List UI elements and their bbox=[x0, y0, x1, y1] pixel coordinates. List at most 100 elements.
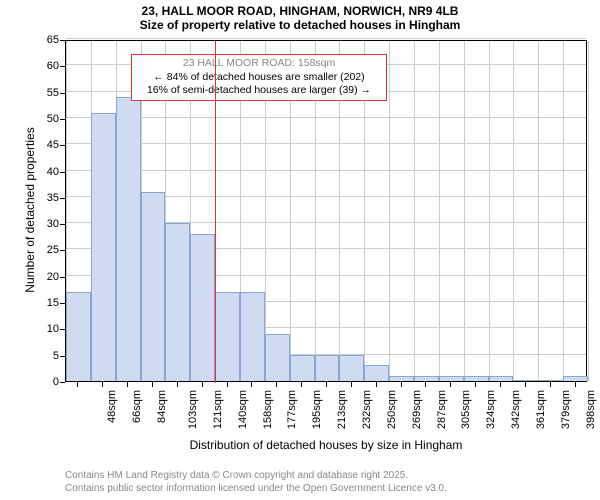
y-tick-label: 10 bbox=[37, 323, 59, 335]
title-line-1: 23, HALL MOOR ROAD, HINGHAM, NORWICH, NR… bbox=[0, 4, 600, 18]
histogram-bar bbox=[364, 365, 389, 381]
histogram-bar bbox=[513, 380, 538, 381]
y-tick bbox=[60, 382, 65, 383]
histogram-bar bbox=[290, 355, 315, 381]
x-tick bbox=[351, 382, 352, 387]
plot-area: 23 HALL MOOR ROAD: 158sqm← 84% of detach… bbox=[65, 40, 587, 382]
chart-title: 23, HALL MOOR ROAD, HINGHAM, NORWICH, NR… bbox=[0, 4, 600, 32]
y-tick-label: 60 bbox=[37, 60, 59, 72]
y-tick-label: 40 bbox=[37, 166, 59, 178]
x-tick-label: 195sqm bbox=[311, 390, 323, 429]
y-tick-label: 35 bbox=[37, 192, 59, 204]
x-tick-label: 158sqm bbox=[262, 390, 274, 429]
y-tick bbox=[60, 356, 65, 357]
x-tick bbox=[425, 382, 426, 387]
x-tick bbox=[77, 382, 78, 387]
x-tick-label: 250sqm bbox=[386, 390, 398, 429]
x-tick bbox=[102, 382, 103, 387]
histogram-bar bbox=[563, 376, 588, 381]
annotation-line-1: 23 HALL MOOR ROAD: 158sqm bbox=[138, 57, 380, 71]
y-tick bbox=[60, 250, 65, 251]
y-tick-label: 55 bbox=[37, 87, 59, 99]
histogram-bar bbox=[265, 334, 290, 381]
x-tick-label: 84sqm bbox=[156, 390, 168, 423]
histogram-bar bbox=[165, 223, 190, 381]
y-tick bbox=[60, 145, 65, 146]
x-tick-label: 342sqm bbox=[510, 390, 522, 429]
y-tick bbox=[60, 198, 65, 199]
y-tick bbox=[60, 224, 65, 225]
x-tick bbox=[301, 382, 302, 387]
x-tick bbox=[575, 382, 576, 387]
x-tick bbox=[227, 382, 228, 387]
histogram-bar bbox=[489, 376, 514, 381]
histogram-bar bbox=[439, 376, 464, 381]
x-tick bbox=[450, 382, 451, 387]
x-tick bbox=[326, 382, 327, 387]
y-tick-label: 45 bbox=[37, 139, 59, 151]
y-tick bbox=[60, 119, 65, 120]
x-tick bbox=[550, 382, 551, 387]
y-tick bbox=[60, 303, 65, 304]
x-tick-label: 287sqm bbox=[436, 390, 448, 429]
x-tick-label: 103sqm bbox=[187, 390, 199, 429]
x-tick bbox=[127, 382, 128, 387]
x-tick-label: 361sqm bbox=[535, 390, 547, 429]
annotation-line-2: ← 84% of detached houses are smaller (20… bbox=[138, 71, 380, 85]
x-tick-label: 305sqm bbox=[461, 390, 473, 429]
y-tick-label: 15 bbox=[37, 297, 59, 309]
y-tick-label: 30 bbox=[37, 218, 59, 230]
x-tick-label: 48sqm bbox=[106, 390, 118, 423]
x-tick-label: 213sqm bbox=[336, 390, 348, 429]
histogram-bar bbox=[66, 292, 91, 381]
x-tick-label: 177sqm bbox=[287, 390, 299, 429]
x-tick-label: 398sqm bbox=[585, 390, 597, 429]
title-line-2: Size of property relative to detached ho… bbox=[0, 18, 600, 32]
footer-attribution: Contains HM Land Registry data © Crown c… bbox=[65, 470, 447, 495]
x-tick-label: 121sqm bbox=[212, 390, 224, 429]
annotation-line-3: 16% of semi-detached houses are larger (… bbox=[138, 84, 380, 98]
x-tick bbox=[177, 382, 178, 387]
gridline-h bbox=[66, 38, 586, 39]
x-tick-label: 232sqm bbox=[361, 390, 373, 429]
footer-line-1: Contains HM Land Registry data © Crown c… bbox=[65, 470, 447, 483]
y-tick bbox=[60, 40, 65, 41]
y-tick bbox=[60, 329, 65, 330]
gridline-v bbox=[588, 41, 589, 381]
x-tick bbox=[202, 382, 203, 387]
histogram-bar bbox=[389, 376, 414, 381]
histogram-bar bbox=[141, 192, 166, 381]
histogram-bar bbox=[190, 234, 215, 381]
x-tick-label: 140sqm bbox=[237, 390, 249, 429]
x-tick bbox=[152, 382, 153, 387]
histogram-bar bbox=[414, 376, 439, 381]
histogram-bar bbox=[315, 355, 340, 381]
x-axis-title: Distribution of detached houses by size … bbox=[65, 438, 587, 452]
histogram-bar bbox=[91, 113, 116, 381]
x-tick-label: 324sqm bbox=[485, 390, 497, 429]
x-tick-label: 379sqm bbox=[560, 390, 572, 429]
y-tick bbox=[60, 277, 65, 278]
x-tick bbox=[276, 382, 277, 387]
x-tick bbox=[525, 382, 526, 387]
x-tick bbox=[500, 382, 501, 387]
y-tick bbox=[60, 93, 65, 94]
x-tick bbox=[251, 382, 252, 387]
y-axis-title: Number of detached properties bbox=[23, 110, 37, 310]
footer-line-2: Contains public sector information licen… bbox=[65, 483, 447, 496]
histogram-bar bbox=[215, 292, 240, 381]
x-tick-label: 66sqm bbox=[131, 390, 143, 423]
y-tick-label: 20 bbox=[37, 271, 59, 283]
histogram-bar bbox=[240, 292, 265, 381]
annotation-box: 23 HALL MOOR ROAD: 158sqm← 84% of detach… bbox=[131, 54, 387, 101]
histogram-bar bbox=[538, 380, 563, 381]
y-tick bbox=[60, 172, 65, 173]
histogram-bar bbox=[116, 97, 141, 381]
y-tick-label: 5 bbox=[37, 350, 59, 362]
y-tick-label: 0 bbox=[37, 376, 59, 388]
y-tick-label: 65 bbox=[37, 34, 59, 46]
reference-line bbox=[215, 41, 216, 383]
x-tick bbox=[376, 382, 377, 387]
histogram-bar bbox=[339, 355, 364, 381]
x-tick bbox=[401, 382, 402, 387]
